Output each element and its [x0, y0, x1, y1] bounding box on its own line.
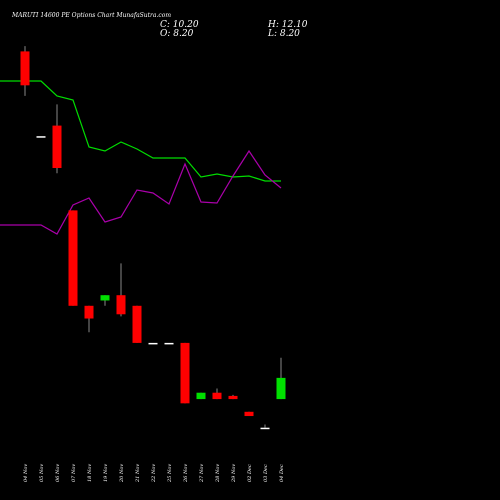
candle-body — [180, 342, 190, 404]
x-tick-label: 21 Nov — [135, 464, 141, 483]
candle-body — [36, 136, 46, 138]
x-tick-label: 29 Nov — [231, 464, 237, 483]
chart-title: MARUTI 14600 PE Options Chart MunafaSutr… — [12, 12, 172, 19]
x-tick-label: 05 Nov — [39, 464, 45, 482]
candle-body — [196, 392, 206, 400]
candle-body — [260, 427, 270, 430]
x-tick-label: 20 Nov — [119, 464, 125, 483]
x-tick-label: 25 Nov — [167, 464, 173, 483]
green-line-series — [0, 80, 281, 182]
candle-body — [84, 305, 94, 319]
candle-body — [100, 295, 110, 301]
candle-body — [276, 377, 286, 400]
x-tick-label: 07 Nov — [71, 464, 77, 482]
x-tick-label: 04 Nov — [23, 464, 29, 482]
candle-body — [20, 51, 30, 86]
low-value: L: 8.20 — [268, 29, 300, 39]
x-tick-label: 18 Nov — [87, 464, 93, 482]
x-tick-label: 28 Nov — [215, 464, 221, 483]
x-tick-label: 02 Dec — [247, 464, 253, 482]
x-tick-label: 06 Nov — [55, 464, 61, 482]
open-value: O: 8.20 — [160, 29, 194, 39]
candle-body — [52, 125, 62, 168]
candle-body — [228, 395, 238, 400]
purple-line-series — [0, 149, 282, 235]
x-tick-label: 26 Nov — [183, 464, 189, 483]
x-tick-label: 22 Nov — [151, 464, 157, 483]
candle-body — [244, 411, 254, 417]
candle-body — [148, 342, 158, 345]
candle-body — [212, 392, 222, 400]
x-tick-label: 27 Nov — [199, 464, 205, 483]
close-value: C: 10.20 — [160, 20, 199, 30]
candle-body — [116, 295, 126, 315]
candle-body — [132, 305, 142, 343]
high-value: H: 12.10 — [268, 20, 308, 30]
x-tick-label: 19 Nov — [103, 464, 109, 482]
x-tick-label: 03 Dec — [263, 464, 269, 482]
candle-body — [68, 210, 78, 306]
candle-body — [164, 342, 174, 345]
x-tick-label: 04 Dec — [279, 464, 285, 482]
